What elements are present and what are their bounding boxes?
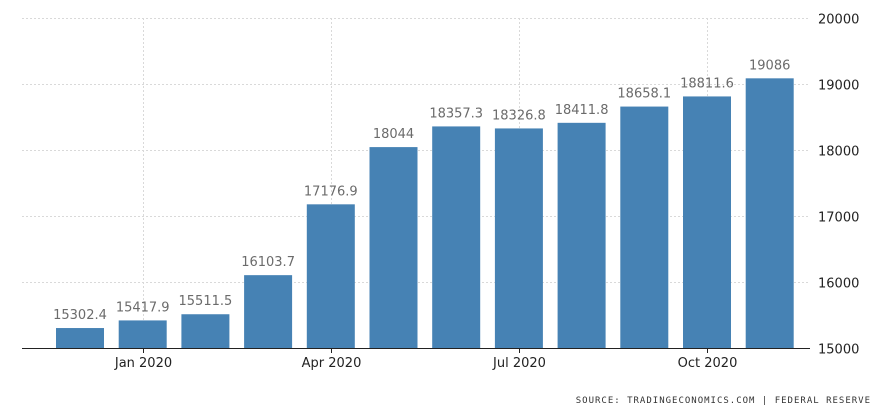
value-labels: 15302.4 15417.9 15511.5 16103.7 17176.9 18044…	[53, 58, 790, 323]
data-label: 19086	[749, 58, 790, 73]
data-label: 18658.1	[617, 87, 671, 102]
source-note: SOURCE: TRADINGECONOMICS.COM | FEDERAL R…	[575, 396, 871, 406]
bar	[745, 78, 794, 348]
x-tick-label: Jan 2020	[114, 356, 172, 371]
x-tick-label: Jul 2020	[492, 356, 546, 371]
bar	[683, 96, 731, 348]
x-axis-ticks: Jan 2020 Apr 2020 Jul 2020 Oct 2020	[114, 348, 737, 371]
y-tick-label: 15000	[818, 343, 859, 358]
data-label: 18044	[373, 127, 414, 142]
data-label: 18326.8	[492, 108, 546, 123]
data-label: 15511.5	[179, 294, 233, 309]
data-label: 15302.4	[53, 308, 107, 323]
bar	[181, 314, 230, 348]
y-tick-label: 17000	[818, 211, 859, 226]
data-label: 18411.8	[555, 103, 609, 118]
data-label: 17176.9	[304, 184, 358, 199]
bar	[306, 204, 355, 348]
data-label: 16103.7	[241, 255, 295, 270]
x-tick-label: Apr 2020	[302, 356, 362, 371]
bar	[620, 106, 669, 348]
data-label: 18357.3	[429, 106, 483, 121]
bar	[118, 320, 167, 348]
x-tick-label: Oct 2020	[678, 356, 738, 371]
bar	[244, 275, 293, 348]
y-tick-label: 19000	[818, 79, 859, 94]
bars	[56, 78, 794, 348]
y-tick-label: 18000	[818, 145, 859, 160]
data-label: 15417.9	[116, 300, 170, 315]
bar	[432, 126, 481, 348]
bar	[369, 147, 418, 348]
bar	[56, 328, 104, 348]
y-axis-ticks: 15000 16000 17000 18000 19000 20000	[818, 13, 859, 358]
bar	[557, 122, 606, 348]
bar	[494, 128, 543, 348]
y-tick-label: 20000	[818, 13, 859, 28]
y-tick-label: 16000	[818, 277, 859, 292]
data-label: 18811.6	[680, 76, 734, 91]
